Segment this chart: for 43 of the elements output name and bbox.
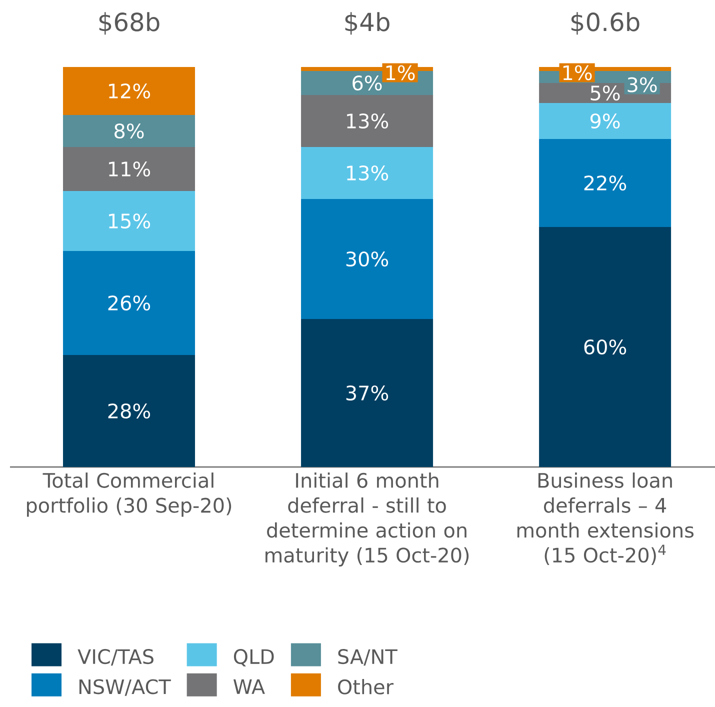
data-label: 13%	[347, 165, 388, 181]
bar	[63, 66, 196, 115]
annotation: $68b	[99, 12, 160, 35]
data-label: 60%	[584, 339, 626, 355]
data-label: 9%	[590, 113, 620, 129]
bar	[301, 319, 434, 467]
bar	[539, 102, 672, 139]
x-tick-label: Business loan deferrals – 4 month extensions (15 Oct-20)$^{4}$	[517, 472, 694, 566]
data-label: 3%	[628, 77, 657, 92]
bar	[301, 198, 434, 319]
data-label: 1%	[386, 65, 415, 80]
data-label: 8%	[114, 123, 144, 139]
bar	[301, 94, 434, 147]
data-label: 1%	[563, 65, 592, 80]
annotation: $0.6b	[571, 12, 640, 35]
x-tick-label: Total Commercial portfolio (30 Sep-20)	[27, 472, 232, 517]
bar	[539, 226, 672, 467]
bar	[63, 146, 196, 191]
data-label: 5%	[590, 85, 620, 101]
legend-label: NSW/ACT	[79, 679, 171, 696]
bar	[63, 250, 196, 355]
data-label: 15%	[109, 213, 150, 229]
bar	[539, 138, 672, 227]
data-label: 13%	[347, 113, 388, 129]
x-tick-label: Initial 6 month deferral - still to determine action on maturity (15 Oct-20)	[266, 472, 469, 567]
bar	[301, 146, 434, 199]
bar	[63, 355, 196, 467]
data-label: 30%	[346, 251, 388, 267]
data-label: 26%	[108, 295, 150, 311]
legend-label: WA	[233, 679, 265, 694]
legend-label: QLD	[234, 649, 274, 666]
data-label: 22%	[584, 175, 626, 191]
annotation: $4b	[345, 12, 390, 35]
data-label: 12%	[109, 83, 150, 99]
bar	[63, 114, 196, 147]
legend-label: Other	[338, 679, 394, 694]
data-label: 6%	[352, 75, 382, 91]
data-label: 28%	[108, 403, 150, 419]
data-label: 11%	[109, 161, 150, 177]
legend-label: SA/NT	[338, 649, 398, 666]
legend-label: VIC/TAS	[78, 649, 154, 666]
data-label: 37%	[346, 385, 388, 401]
bar	[63, 190, 196, 251]
